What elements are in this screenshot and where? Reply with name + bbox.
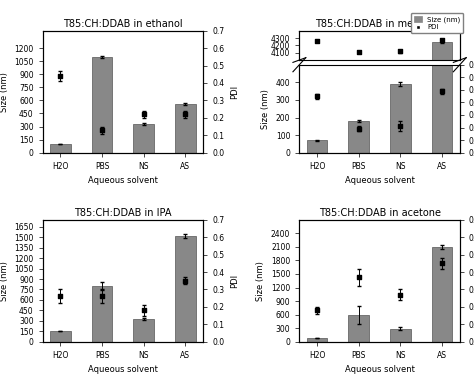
Bar: [307, 348, 328, 353]
Bar: [432, 42, 453, 353]
Bar: [390, 324, 411, 353]
Y-axis label: Size (nm): Size (nm): [256, 261, 265, 301]
Point: [397, 123, 404, 129]
Title: T85:CH:DDAB in acetone: T85:CH:DDAB in acetone: [319, 208, 440, 218]
Point: [438, 260, 446, 266]
Point: [182, 278, 189, 284]
Point: [438, 88, 446, 94]
Title: T85:CH:DDAB in IPA: T85:CH:DDAB in IPA: [74, 208, 172, 218]
Bar: [432, 247, 453, 342]
Point: [313, 307, 321, 313]
X-axis label: Aqueous solvent: Aqueous solvent: [88, 176, 158, 185]
Point: [355, 126, 363, 132]
Bar: [390, 329, 411, 342]
Bar: [390, 84, 411, 153]
Bar: [50, 144, 71, 153]
Y-axis label: PDI: PDI: [230, 84, 239, 99]
X-axis label: Aqueous solvent: Aqueous solvent: [88, 365, 158, 374]
Point: [397, 291, 404, 298]
Y-axis label: Size (nm): Size (nm): [261, 89, 270, 129]
X-axis label: Aqueous solvent: Aqueous solvent: [345, 365, 414, 374]
Point: [98, 293, 106, 300]
Bar: [175, 104, 196, 153]
Y-axis label: PDI: PDI: [230, 274, 239, 288]
Y-axis label: Size (nm): Size (nm): [0, 72, 9, 112]
Bar: [432, 0, 453, 153]
Point: [397, 48, 404, 54]
Point: [56, 293, 64, 300]
Point: [313, 93, 321, 99]
Point: [140, 307, 147, 313]
Point: [140, 111, 147, 118]
Point: [355, 49, 363, 55]
Point: [182, 111, 189, 118]
Bar: [133, 124, 154, 153]
Bar: [307, 338, 328, 342]
Bar: [307, 141, 328, 153]
Point: [313, 38, 321, 44]
Point: [98, 127, 106, 133]
Y-axis label: Size (nm): Size (nm): [0, 261, 9, 301]
Bar: [50, 331, 71, 342]
Title: T85:CH:DDAB in methanol: T85:CH:DDAB in methanol: [315, 18, 444, 28]
X-axis label: Aqueous solvent: Aqueous solvent: [345, 176, 414, 185]
Point: [438, 36, 446, 43]
Bar: [175, 236, 196, 342]
Point: [56, 73, 64, 79]
Legend: Size (nm), PDI: Size (nm), PDI: [411, 13, 464, 33]
Bar: [91, 57, 112, 153]
Bar: [133, 319, 154, 342]
Point: [355, 274, 363, 280]
Bar: [348, 121, 369, 153]
Bar: [91, 286, 112, 342]
Bar: [348, 340, 369, 353]
Bar: [348, 314, 369, 342]
Title: T85:CH:DDAB in ethanol: T85:CH:DDAB in ethanol: [63, 18, 182, 28]
